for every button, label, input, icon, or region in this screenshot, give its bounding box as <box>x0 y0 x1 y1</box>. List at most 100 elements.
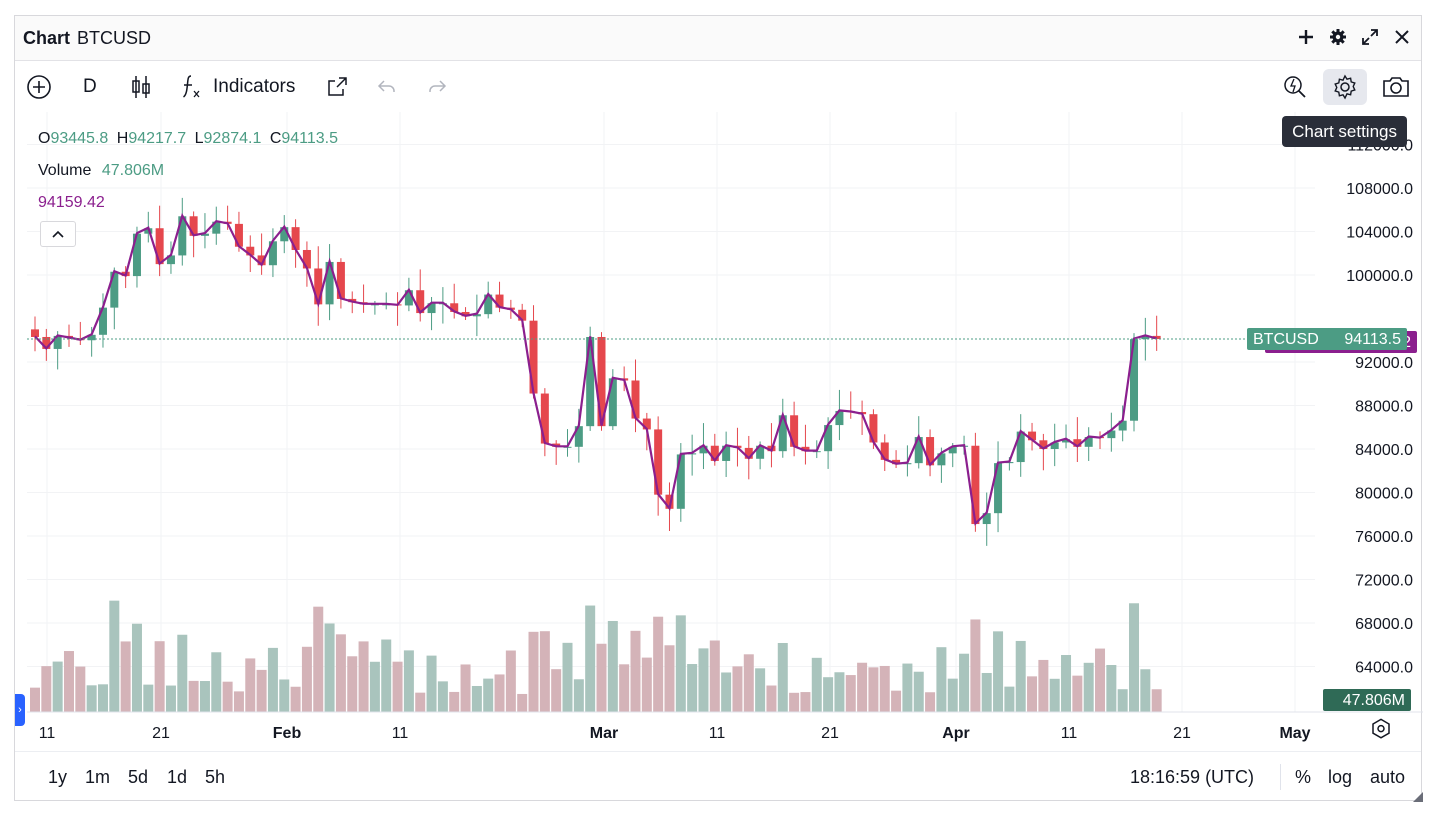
range-1d[interactable]: 1d <box>167 767 188 787</box>
candle-body <box>1130 339 1139 421</box>
volume-bar <box>539 631 550 712</box>
candle-body <box>1118 420 1127 431</box>
gear-icon[interactable] <box>1329 26 1347 48</box>
candle-body <box>1028 431 1037 441</box>
chart-window: Chart BTCUSD D Indicators <box>14 15 1423 802</box>
collapse-legend-button[interactable] <box>40 221 76 247</box>
volume-bar <box>471 685 482 712</box>
volume-bar <box>1072 675 1083 712</box>
axis-settings-icon[interactable] <box>1372 718 1390 739</box>
candle-body <box>654 429 663 495</box>
candle-body <box>778 415 787 452</box>
volume-bar <box>902 663 913 712</box>
candle-body <box>404 290 413 306</box>
price-tick-label: 92000.0 <box>1355 355 1413 372</box>
candle-body <box>189 216 198 236</box>
redo-icon[interactable] <box>425 69 449 105</box>
time-tick-label: 21 <box>152 725 170 742</box>
interval-button[interactable]: D <box>83 76 97 97</box>
candle-body <box>98 307 107 335</box>
utc-clock[interactable]: 18:16:59 (UTC) <box>1130 767 1255 787</box>
volume-bar <box>709 640 720 712</box>
range-5h[interactable]: 5h <box>205 767 226 787</box>
price-chart[interactable]: 112000.0108000.0104000.0100000.092000.08… <box>15 112 1423 752</box>
volume-bar <box>573 679 584 712</box>
timebar-divider <box>1280 764 1281 790</box>
volume-bar <box>959 653 970 712</box>
volume-bar <box>449 691 460 712</box>
low-label: L <box>194 130 204 147</box>
log-toggle[interactable]: log <box>1328 767 1353 787</box>
percent-toggle[interactable]: % <box>1295 767 1312 787</box>
time-tick-label: 11 <box>392 725 409 742</box>
candles-icon[interactable] <box>129 69 153 105</box>
candle-body <box>495 294 504 308</box>
open-label: O <box>38 130 51 147</box>
time-tick-label: 21 <box>821 725 839 742</box>
volume-bar <box>143 684 154 712</box>
candle-body <box>1073 439 1082 447</box>
quick-search-icon[interactable] <box>1281 69 1309 105</box>
chart-settings-button[interactable] <box>1323 69 1367 105</box>
hex-center <box>1377 724 1385 733</box>
time-tick-label: Feb <box>273 725 302 742</box>
volume-bar <box>437 681 448 712</box>
volume-bar <box>879 665 890 712</box>
candle-body <box>994 463 1003 514</box>
candle-body <box>178 216 187 256</box>
candle-body <box>948 446 957 454</box>
volume-bar <box>551 669 562 712</box>
expand-icon[interactable] <box>1361 26 1379 48</box>
volume-bar <box>1117 689 1128 712</box>
range-1y[interactable]: 1y <box>48 767 68 787</box>
volume-bar <box>698 648 709 712</box>
volume-badge <box>1323 689 1411 711</box>
range-5d[interactable]: 5d <box>128 767 149 787</box>
candle-body <box>1107 430 1116 439</box>
volume-bar <box>1095 648 1106 712</box>
camera-icon[interactable] <box>1381 69 1411 105</box>
time-tick-label: 11 <box>39 725 56 742</box>
volume-bar <box>619 664 630 712</box>
candle-body <box>540 393 549 444</box>
range-1m[interactable]: 1m <box>85 767 111 787</box>
expand-sidebar-handle[interactable]: › <box>15 694 25 726</box>
candle-body <box>42 336 51 349</box>
add-symbol-icon[interactable] <box>25 69 53 105</box>
volume-bar <box>165 685 176 712</box>
auto-toggle[interactable]: auto <box>1370 767 1406 787</box>
volume-bar <box>131 623 142 712</box>
volume-bar <box>233 691 244 712</box>
volume-bar <box>267 647 278 712</box>
close-label: C <box>269 130 282 147</box>
volume-bar <box>41 666 52 712</box>
volume-bar <box>460 664 471 712</box>
volume-label: Volume <box>38 162 92 179</box>
volume-bar <box>732 666 743 712</box>
candle-body <box>869 414 878 443</box>
volume-bar <box>562 642 573 712</box>
resize-handle-icon[interactable] <box>1413 792 1423 802</box>
candle-body <box>461 311 470 317</box>
volume-bar <box>245 658 256 712</box>
candle-body <box>427 303 436 314</box>
volume-bar <box>188 680 199 712</box>
candle-body <box>416 290 425 314</box>
external-link-icon[interactable] <box>325 69 349 105</box>
low-value: 92874.1 <box>203 130 262 147</box>
candle-body <box>257 255 266 266</box>
close-icon[interactable] <box>1393 26 1411 48</box>
plus-icon[interactable] <box>1297 26 1315 48</box>
price-tick-label: 72000.0 <box>1355 573 1413 590</box>
time-tick-label: 11 <box>709 725 726 742</box>
price-badges: .BXBT94159.42BTCUSD94113.547.806M <box>1247 328 1417 711</box>
undo-icon[interactable] <box>375 69 399 105</box>
volume-bars <box>30 600 1162 712</box>
candle-body <box>529 320 538 394</box>
volume-bar <box>528 631 539 712</box>
volume-bar <box>120 641 131 712</box>
volume-bar <box>211 652 222 712</box>
volume-bar <box>109 600 120 712</box>
candle-body <box>200 233 209 236</box>
indicators-button[interactable]: Indicators <box>179 69 295 105</box>
